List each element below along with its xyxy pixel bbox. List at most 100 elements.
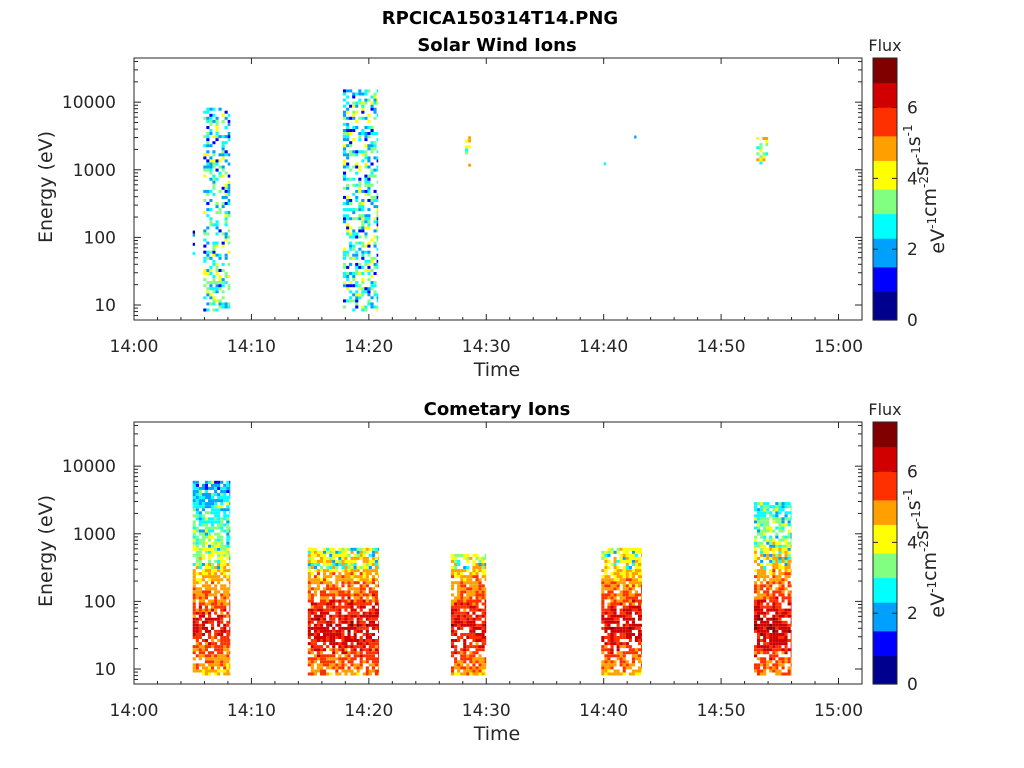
spectrogram-cell bbox=[757, 651, 761, 655]
spectrogram-cell bbox=[484, 620, 487, 624]
spectrogram-cell bbox=[787, 596, 791, 600]
spectrogram-cell bbox=[772, 657, 776, 661]
spectrogram-cell bbox=[463, 633, 467, 636]
spectrogram-cell bbox=[353, 623, 357, 627]
spectrogram-cell bbox=[358, 262, 362, 266]
spectrogram-cell bbox=[374, 584, 378, 588]
spectrogram-cell bbox=[217, 538, 221, 542]
spectrogram-cell bbox=[192, 623, 196, 627]
spectrogram-cell bbox=[192, 483, 196, 487]
spectrogram-cell bbox=[217, 672, 221, 676]
spectrogram-cell bbox=[223, 569, 227, 573]
spectrogram-cell bbox=[198, 547, 202, 551]
spectrogram-cell bbox=[356, 645, 360, 649]
spectrogram-cell bbox=[451, 608, 455, 612]
spectrogram-cell bbox=[195, 511, 199, 515]
spectrogram-cell bbox=[475, 626, 479, 630]
spectrogram-cell bbox=[362, 569, 366, 573]
spectrogram-cell bbox=[214, 611, 218, 615]
spectrogram-cell bbox=[215, 162, 219, 166]
spectrogram-cell bbox=[778, 642, 782, 646]
spectrogram-cell bbox=[329, 608, 333, 612]
spectrogram-cell bbox=[365, 599, 369, 603]
spectrogram-cell bbox=[195, 669, 199, 673]
spectrogram-cell bbox=[371, 645, 375, 649]
spectrogram-cell bbox=[376, 229, 379, 233]
spectrogram-cell bbox=[323, 620, 327, 624]
spectrogram-cell bbox=[206, 132, 210, 135]
spectrogram-cell bbox=[628, 569, 632, 573]
spectrogram-cell bbox=[326, 663, 330, 667]
spectrogram-cell bbox=[616, 654, 620, 658]
spectrogram-cell bbox=[772, 541, 776, 545]
spectrogram-cell bbox=[790, 620, 792, 624]
spectrogram-cell bbox=[211, 496, 215, 499]
spectrogram-cell bbox=[195, 547, 199, 551]
spectrogram-cell bbox=[208, 493, 212, 496]
spectrogram-cell bbox=[350, 672, 354, 676]
spectrogram-cell bbox=[192, 508, 196, 512]
spectrogram-cell bbox=[367, 189, 371, 193]
spectrogram-cell bbox=[460, 569, 464, 573]
spectrogram-cell bbox=[201, 541, 205, 545]
spectrogram-cell bbox=[472, 660, 476, 664]
spectrogram-cell bbox=[332, 566, 336, 569]
spectrogram-cell bbox=[604, 620, 608, 624]
spectrogram-cell bbox=[769, 563, 773, 566]
spectrogram-cell bbox=[610, 596, 614, 600]
spectrogram-cell bbox=[475, 590, 479, 594]
spectrogram-cell bbox=[457, 569, 461, 573]
spectrogram-cell bbox=[457, 593, 461, 597]
spectrogram-cell bbox=[457, 611, 461, 615]
spectrogram-cell bbox=[220, 490, 224, 493]
spectrogram-cell bbox=[343, 284, 347, 288]
spectrogram-cell bbox=[313, 593, 317, 597]
spectrogram-cell bbox=[211, 657, 215, 661]
spectrogram-cell bbox=[622, 651, 626, 655]
spectrogram-cell bbox=[475, 660, 479, 664]
colorbar-step bbox=[873, 467, 897, 472]
spectrogram-cell bbox=[616, 639, 620, 642]
spectrogram-cell bbox=[367, 226, 371, 230]
spectrogram-cell bbox=[628, 605, 632, 609]
spectrogram-cell bbox=[211, 593, 215, 597]
spectrogram-cell bbox=[610, 620, 614, 624]
spectrogram-cell bbox=[760, 544, 764, 548]
spectrogram-cell bbox=[206, 110, 210, 114]
spectrogram-cell bbox=[361, 265, 365, 269]
spectrogram-cell bbox=[359, 556, 363, 560]
spectrogram-cell bbox=[229, 620, 231, 624]
spectrogram-cell bbox=[763, 666, 767, 670]
spectrogram-cell bbox=[223, 587, 227, 591]
spectrogram-cell bbox=[607, 651, 611, 655]
spectrogram-cell bbox=[355, 189, 359, 193]
spectrogram-cell bbox=[463, 584, 467, 588]
spectrogram-cell bbox=[622, 550, 626, 554]
spectrogram-cell bbox=[326, 623, 330, 627]
spectrogram-cell bbox=[198, 599, 202, 603]
spectrogram-cell bbox=[778, 505, 782, 509]
spectrogram-cell bbox=[198, 505, 202, 509]
spectrogram-cell bbox=[347, 590, 351, 594]
spectrogram-cell bbox=[760, 553, 764, 557]
spectrogram-cell bbox=[790, 547, 792, 551]
spectrogram-cell bbox=[610, 593, 614, 597]
spectrogram-cell bbox=[760, 651, 764, 655]
spectrogram-cell bbox=[607, 559, 611, 563]
spectrogram-cell bbox=[769, 639, 773, 642]
spectrogram-cell bbox=[370, 126, 374, 129]
spectrogram-cell bbox=[784, 645, 788, 649]
spectrogram-cell bbox=[212, 275, 216, 278]
spectrogram-cell bbox=[203, 250, 207, 254]
spectrogram-cell bbox=[772, 520, 776, 524]
spectrogram-cell bbox=[601, 620, 605, 624]
spectrogram-cell bbox=[361, 220, 365, 224]
spectrogram-cell bbox=[775, 578, 779, 582]
spectrogram-cell bbox=[373, 284, 377, 288]
spectrogram-cell bbox=[310, 596, 314, 600]
y-tick-label: 1000 bbox=[73, 161, 116, 181]
spectrogram-cell bbox=[778, 614, 782, 618]
spectrogram-cell bbox=[201, 666, 205, 670]
spectrogram-cell bbox=[349, 235, 353, 239]
spectrogram-cell bbox=[763, 629, 767, 633]
